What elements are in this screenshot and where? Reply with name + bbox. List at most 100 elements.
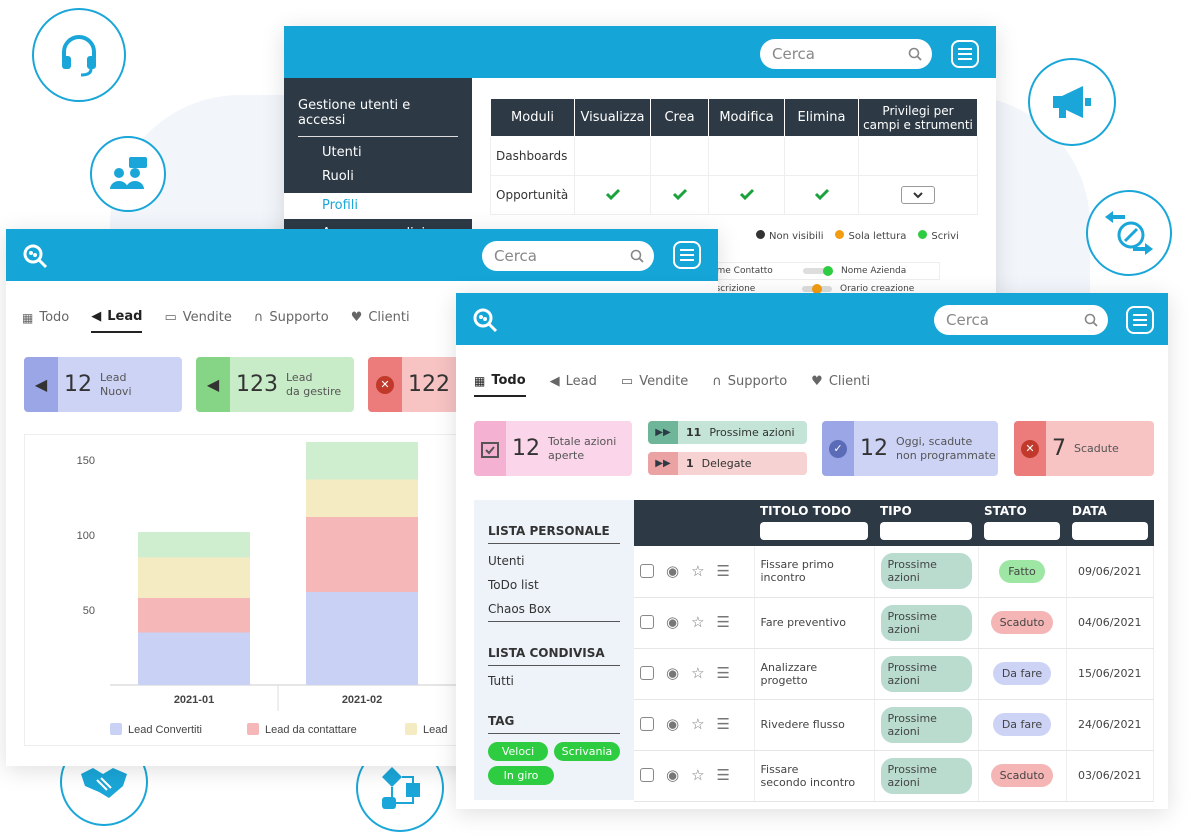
list-item[interactable]: Utenti	[488, 554, 525, 568]
sidebar-item-ruoli[interactable]: Ruoli	[322, 169, 354, 184]
todo-title: Fare preventivo	[760, 616, 847, 629]
tab-clienti[interactable]: ♥ Clienti	[350, 310, 410, 325]
eye-icon[interactable]: ◉	[666, 561, 680, 580]
calendar-check-icon	[474, 421, 506, 476]
filter-tipo-input[interactable]	[880, 522, 972, 540]
col-tipo: TIPO	[874, 500, 978, 546]
tab-lead[interactable]: ◀ Lead	[91, 309, 143, 333]
y-tick-label: 100	[77, 530, 95, 542]
search-input[interactable]: Cerca	[934, 305, 1108, 335]
tag-list: Veloci Scrivania In giro	[488, 742, 620, 785]
legend-swatch	[110, 723, 122, 735]
search-input[interactable]: Cerca	[482, 241, 654, 271]
tab-lead[interactable]: ◀ Lead	[549, 374, 597, 389]
menu-button[interactable]	[1126, 306, 1154, 334]
todo-title: Analizzare progetto	[760, 660, 818, 687]
table-row[interactable]: ◉ ☆ ☰ Rivedere flusso Prossime azioni Da fare…	[634, 699, 1154, 751]
legend-swatch	[247, 723, 259, 735]
star-icon[interactable]: ☆	[691, 715, 705, 733]
stacked-bar-chart: 50 100 150 2021-01 2021-02 Lead Convertiti Lea…	[77, 442, 457, 736]
card-scadute[interactable]: ✕ 7 Scadute	[1014, 421, 1154, 476]
sidebar-item-profili[interactable]: Profili	[284, 193, 472, 219]
list-item[interactable]: Tutti	[488, 674, 514, 688]
bar-segment	[138, 557, 250, 598]
menu-button[interactable]	[673, 241, 701, 269]
star-icon[interactable]: ☆	[691, 613, 705, 631]
card-totale-azioni[interactable]: 12 Totale azioni aperte	[474, 421, 632, 476]
eye-icon[interactable]: ◉	[666, 613, 680, 631]
star-icon[interactable]: ☆	[691, 766, 705, 784]
tab-todo[interactable]: ▦ Todo	[22, 310, 70, 325]
tab-vendite[interactable]: ▭ Vendite	[164, 310, 232, 325]
exchange-arrows-icon	[1086, 190, 1172, 276]
check-icon[interactable]	[574, 175, 651, 215]
col-stato: STATO	[978, 500, 1066, 546]
star-icon[interactable]: ☆	[691, 664, 705, 682]
tag-in-giro[interactable]: In giro	[488, 766, 554, 785]
heart-icon: ♥	[350, 310, 363, 325]
menu-lines-icon[interactable]: ☰	[716, 766, 730, 784]
col-titolo: TITOLO TODO	[754, 500, 874, 546]
search-icon	[1084, 313, 1098, 327]
checkbox[interactable]	[640, 563, 654, 578]
search-icon	[630, 249, 644, 263]
calendar-icon: ▦	[22, 310, 34, 325]
search-input[interactable]: Cerca	[760, 39, 932, 69]
list-item[interactable]: Chaos Box	[488, 602, 620, 622]
menu-button[interactable]	[951, 40, 979, 68]
col-crea: Crea	[650, 98, 709, 137]
table-row[interactable]: ◉ ☆ ☰ Fissare primo incontro Prossime azioni F…	[634, 546, 1154, 598]
tag-veloci[interactable]: Veloci	[488, 742, 548, 761]
menu-lines-icon[interactable]: ☰	[716, 715, 730, 733]
checkbox[interactable]	[640, 717, 654, 731]
sidebar-item-utenti[interactable]: Utenti	[322, 145, 362, 160]
card-oggi-scadute[interactable]: ✓ 12 Oggi, scadute non programmate	[822, 421, 998, 476]
filter-data-input[interactable]	[1072, 522, 1148, 540]
menu-lines-icon[interactable]: ☰	[716, 613, 730, 631]
legend: Non visibili Sola lettura Scrivi	[756, 230, 959, 242]
menu-lines-icon[interactable]: ☰	[716, 664, 730, 682]
col-privilegi: Privilegi per campi e strumenti	[858, 98, 978, 137]
table-row[interactable]: ◉ ☆ ☰ Fare preventivo Prossime azioni Scaduto…	[634, 597, 1154, 649]
bar-segment	[306, 517, 418, 592]
check-icon[interactable]	[784, 175, 859, 215]
menu-lines-icon[interactable]: ☰	[716, 561, 730, 580]
stato-badge: Da fare	[992, 713, 1052, 736]
card-delegate[interactable]: ▶▶ 1 Delegate	[648, 452, 807, 475]
check-icon[interactable]	[650, 175, 709, 215]
fast-forward-icon: ▶▶	[648, 452, 678, 475]
table-row[interactable]: ◉ ☆ ☰ Fissare secondo incontro Prossime azion…	[634, 750, 1154, 802]
check-icon[interactable]	[708, 175, 785, 215]
tab-vendite[interactable]: ▭ Vendite	[620, 374, 689, 389]
megaphone-icon: ◀	[196, 357, 230, 412]
chevron-down-icon[interactable]	[901, 186, 935, 204]
tag-scrivania[interactable]: Scrivania	[554, 742, 620, 761]
eye-icon[interactable]: ◉	[666, 664, 680, 682]
stato-badge: Scaduto	[990, 611, 1054, 634]
eye-icon[interactable]: ◉	[666, 766, 680, 784]
card-lead-da-gestire[interactable]: ◀ 123 Lead da gestire	[196, 357, 354, 412]
close-circle-icon: ✕	[368, 357, 402, 412]
people-chat-icon	[90, 136, 166, 212]
eye-icon[interactable]: ◉	[666, 715, 680, 733]
card-lead-nuovi[interactable]: ◀ 12 Lead Nuovi	[24, 357, 182, 412]
megaphone-icon: ◀	[91, 309, 102, 324]
tab-supporto[interactable]: ∩ Supporto	[253, 310, 329, 325]
checkbox[interactable]	[640, 615, 654, 629]
star-icon[interactable]: ☆	[691, 561, 705, 580]
check-circle-icon: ✓	[822, 421, 854, 476]
list-item[interactable]: ToDo list	[488, 578, 539, 592]
app-logo-icon	[473, 308, 498, 333]
card-lead-scaduti[interactable]: ✕ 122	[368, 357, 468, 412]
col-actions	[634, 500, 754, 546]
search-icon	[908, 47, 922, 61]
table-row[interactable]: ◉ ☆ ☰ Analizzare progetto Prossime azioni Da f…	[634, 648, 1154, 700]
filter-titolo-input[interactable]	[760, 522, 868, 540]
tab-todo[interactable]: ▦ Todo	[474, 373, 526, 397]
checkbox[interactable]	[640, 666, 654, 680]
filter-stato-input[interactable]	[984, 522, 1060, 540]
checkbox[interactable]	[640, 768, 654, 782]
tab-supporto[interactable]: ∩ Supporto	[712, 374, 788, 389]
card-prossime-azioni[interactable]: ▶▶ 11 Prossime azioni	[648, 421, 807, 444]
tab-clienti[interactable]: ♥ Clienti	[811, 374, 871, 389]
